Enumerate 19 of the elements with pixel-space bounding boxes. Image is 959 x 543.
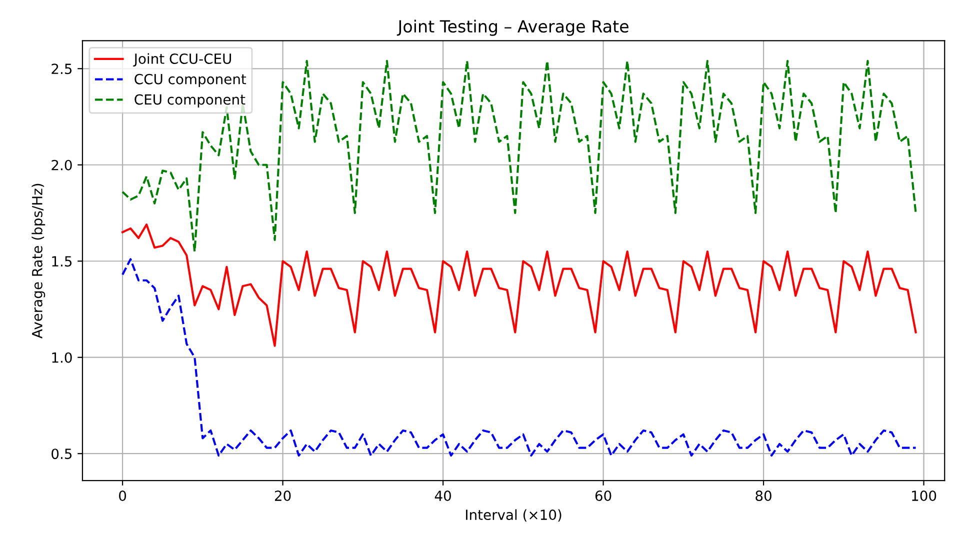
x-tick-label: 80 — [756, 490, 772, 502]
legend-label: CEU component — [134, 94, 246, 108]
y-tick-label: 0.5 — [52, 448, 72, 460]
chart-title: Joint Testing – Average Rate — [396, 20, 628, 36]
legend-label: CCU component — [134, 74, 246, 88]
x-tick-label: 0 — [119, 490, 126, 502]
x-tick-label: 20 — [274, 490, 291, 502]
y-tick-label: 2.0 — [52, 160, 72, 170]
y-axis-title: Average Rate (bps/Hz) — [32, 184, 46, 338]
x-tick-label: 40 — [434, 490, 451, 502]
line-series — [121, 224, 917, 347]
line-series — [121, 258, 917, 457]
x-axis-title: Interval (×10) — [466, 509, 562, 522]
x-tick-label: 100 — [912, 490, 936, 502]
y-tick-label: 2.5 — [52, 64, 72, 74]
legend-label: Joint CCU-CEU — [133, 53, 231, 67]
y-tick-label: 1.5 — [52, 256, 72, 267]
y-tick-label: 1.0 — [52, 352, 72, 363]
x-tick-label: 60 — [595, 490, 612, 502]
